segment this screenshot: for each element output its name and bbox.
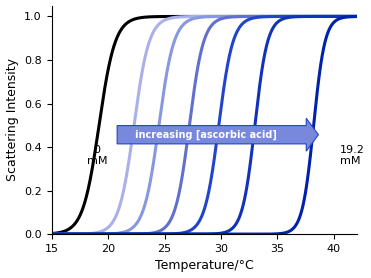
FancyArrow shape xyxy=(117,118,318,151)
Text: 0
mM: 0 mM xyxy=(86,145,107,167)
Y-axis label: Scattering Intensity: Scattering Intensity xyxy=(6,58,19,181)
Text: increasing [ascorbic acid]: increasing [ascorbic acid] xyxy=(135,130,277,140)
X-axis label: Temperature/°C: Temperature/°C xyxy=(155,259,253,272)
Text: 19.2
mM: 19.2 mM xyxy=(339,145,364,167)
